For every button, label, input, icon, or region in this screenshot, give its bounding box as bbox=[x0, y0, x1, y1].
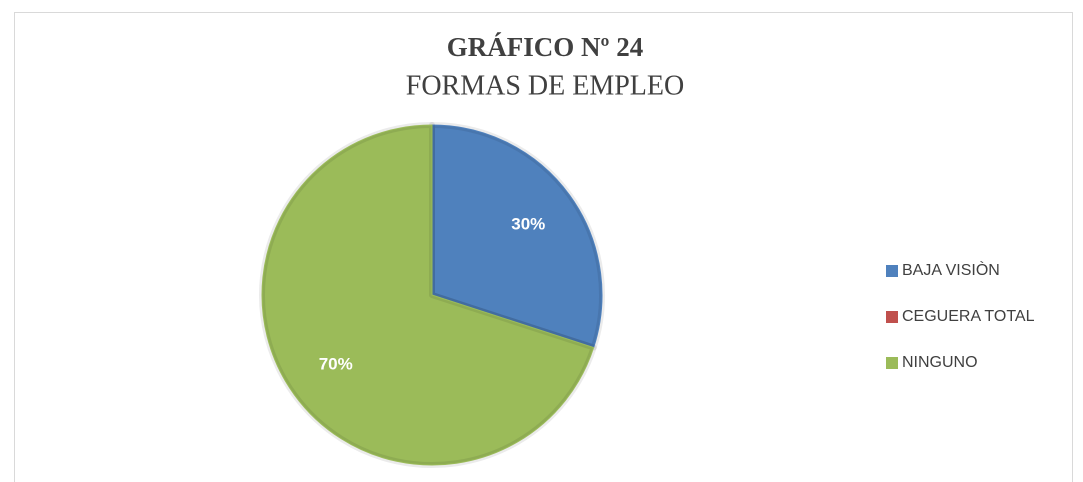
chart-frame bbox=[14, 12, 1073, 482]
legend-swatch bbox=[886, 265, 898, 277]
pie-slice-edge bbox=[431, 124, 603, 349]
chart-title: GRÁFICO Nº 24 bbox=[447, 32, 643, 62]
legend-label: CEGUERA TOTAL bbox=[902, 308, 1035, 325]
pie-slice-edge bbox=[261, 124, 595, 466]
legend-label: NINGUNO bbox=[902, 354, 978, 371]
legend-label: BAJA VISIÒN bbox=[902, 260, 1000, 279]
data-label: 30% bbox=[511, 215, 545, 234]
legend-swatch bbox=[886, 311, 898, 323]
data-label: 70% bbox=[319, 354, 353, 373]
legend-swatch bbox=[886, 357, 898, 369]
chart-subtitle: FORMAS DE EMPLEO bbox=[406, 70, 684, 101]
